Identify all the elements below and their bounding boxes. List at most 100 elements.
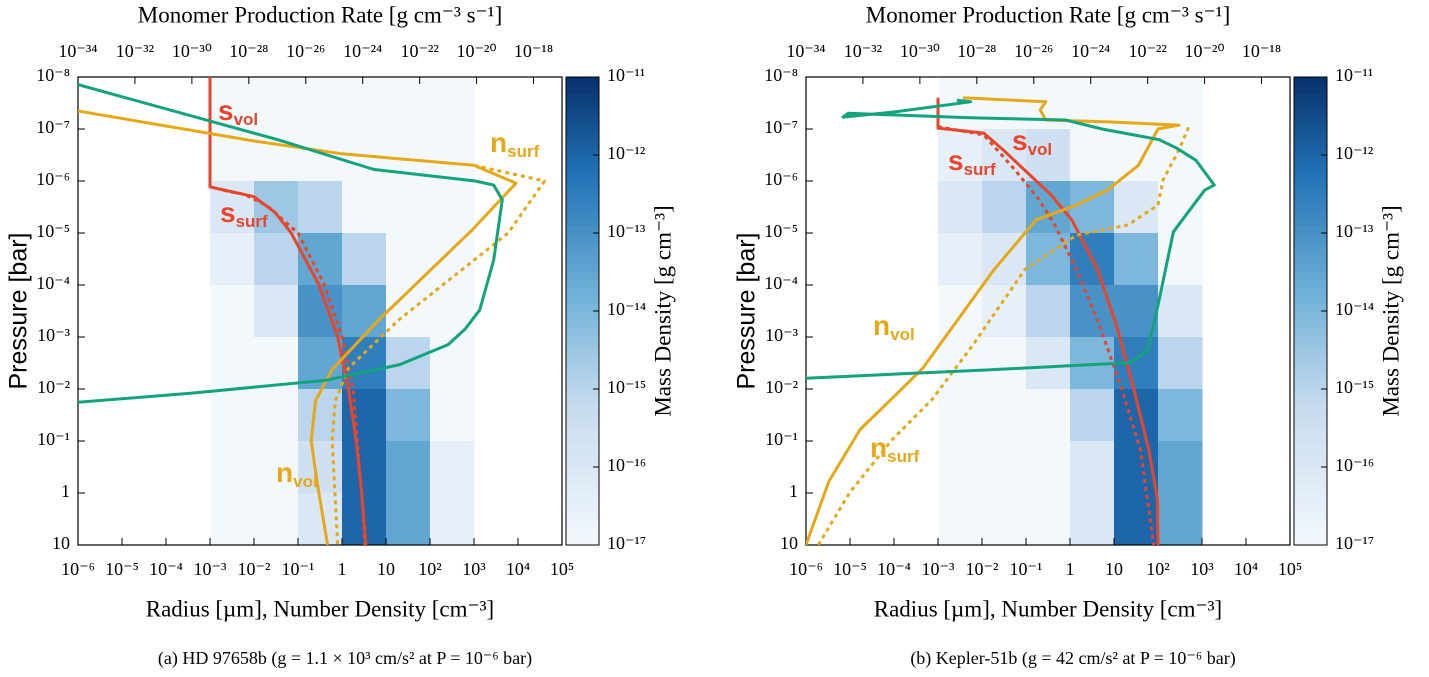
- colorbar-step: [1294, 311, 1327, 320]
- series-label-sub: vol: [890, 325, 915, 344]
- x2-tick-label: 10⁻³⁴: [58, 41, 97, 61]
- colorbar-tick-label: 10⁻¹²: [1335, 143, 1373, 163]
- colorbar-step: [566, 108, 599, 117]
- colorbar-step: [566, 459, 599, 468]
- colorbar-step: [566, 513, 599, 523]
- colorbar-step: [1294, 240, 1327, 250]
- colorbar-step: [566, 389, 599, 398]
- colorbar-step: [1294, 521, 1327, 530]
- heatmap-cell: [342, 181, 387, 234]
- colorbar-label: Mass Density [g cm⁻³]: [1378, 205, 1403, 416]
- colorbar-step: [1294, 537, 1327, 546]
- colorbar-step: [1294, 155, 1327, 164]
- colorbar-tick-label: 10⁻¹⁴: [1335, 299, 1374, 319]
- heatmap-cell: [210, 77, 255, 130]
- heatmap-cell: [1070, 493, 1115, 546]
- y-tick-label: 10⁻³: [765, 325, 799, 345]
- heatmap-cell: [210, 233, 255, 286]
- heatmap-cell: [982, 77, 1027, 130]
- series-label-sub: vol: [293, 472, 318, 491]
- colorbar-step: [1294, 420, 1327, 429]
- colorbar-step: [1294, 131, 1327, 140]
- heatmap-cell: [982, 285, 1027, 338]
- series-label-sub: surf: [887, 447, 919, 466]
- x-tick-label: 10⁻⁵: [833, 559, 867, 579]
- series-line: [806, 96, 1181, 545]
- colorbar-step: [1294, 389, 1327, 398]
- colorbar-tick-label: 10⁻¹¹: [607, 65, 645, 85]
- heatmap-cell: [386, 441, 431, 494]
- x-axis-title: Radius [µm], Number Density [cm⁻³]: [146, 596, 494, 621]
- colorbar-step: [566, 139, 599, 148]
- x-tick-label: 10²: [1146, 559, 1169, 579]
- heatmap-cell: [1158, 389, 1203, 442]
- heatmap-cell: [1070, 129, 1115, 182]
- colorbar-step: [1294, 428, 1327, 437]
- heatmap-cell: [430, 77, 475, 130]
- heatmap-cell: [1114, 77, 1159, 130]
- heatmap-cell: [1158, 181, 1203, 234]
- series-line: [78, 83, 504, 404]
- heatmap-cell: [1070, 389, 1115, 442]
- colorbar-step: [1294, 108, 1327, 117]
- colorbar-step: [1294, 451, 1327, 460]
- heatmap-cell: [430, 337, 475, 390]
- series-line: [817, 124, 1191, 545]
- heatmap-cell: [430, 441, 475, 494]
- x-tick-label: 10⁵: [550, 559, 574, 579]
- colorbar-step: [566, 162, 599, 172]
- colorbar-step: [1294, 77, 1327, 86]
- colorbar-step: [566, 435, 599, 445]
- colorbar-step: [1294, 217, 1327, 226]
- colorbar-step: [1294, 396, 1327, 406]
- x2-tick-label: 10⁻²⁶: [1014, 41, 1053, 61]
- colorbar-step: [1294, 373, 1327, 382]
- heatmap-cell: [430, 181, 475, 234]
- colorbar-step: [1294, 287, 1327, 296]
- colorbar-step: [566, 490, 599, 499]
- heatmap-cell: [342, 285, 387, 338]
- y-tick-label: 10⁻¹: [37, 429, 70, 449]
- plot-lines: [806, 96, 1216, 545]
- heatmap-cell: [386, 77, 431, 130]
- plot-frame: [77, 76, 563, 546]
- x-tick-label: 10⁻¹: [1010, 559, 1043, 579]
- caption: (a) HD 97658b (g = 1.1 × 10³ cm/s² at P …: [158, 648, 532, 669]
- colorbar-step: [566, 303, 599, 312]
- colorbar-step: [1294, 256, 1327, 265]
- colorbar-step: [566, 201, 599, 211]
- series-label: ssurf: [220, 197, 268, 231]
- x2-tick-label: 10⁻²⁴: [343, 41, 382, 61]
- series-label: ssurf: [948, 145, 996, 179]
- colorbar-step: [566, 529, 599, 538]
- colorbar-step: [566, 279, 599, 289]
- y-tick-label: 10⁻⁷: [36, 117, 70, 137]
- heatmap-cell: [298, 77, 343, 130]
- colorbar-step: [1294, 498, 1327, 507]
- colorbar-step: [566, 178, 599, 187]
- heatmap-cell: [982, 441, 1027, 494]
- heatmap-cell: [386, 389, 431, 442]
- heatmap-cell: [254, 389, 299, 442]
- colorbar-tick-label: 10⁻¹¹: [1335, 65, 1373, 85]
- heatmap-cell: [386, 181, 431, 234]
- colorbar-step: [1294, 272, 1327, 281]
- series-label-name: n: [873, 310, 890, 341]
- x2-tick-label: 10⁻²²: [400, 41, 438, 61]
- x-tick-label: 10⁻⁴: [877, 559, 911, 579]
- colorbar-step: [566, 357, 599, 367]
- colorbar-step: [1294, 100, 1327, 109]
- colorbar-step: [1294, 513, 1327, 523]
- colorbar-step: [566, 248, 599, 257]
- colorbar-tick-label: 10⁻¹⁶: [607, 455, 646, 475]
- heatmap-cell: [938, 389, 983, 442]
- heatmap-cell: [1026, 441, 1071, 494]
- x-tick-label: 10⁻²: [238, 559, 271, 579]
- x2-tick-label: 10⁻¹⁸: [514, 41, 553, 61]
- colorbar-step: [1294, 350, 1327, 359]
- colorbar-step: [1294, 459, 1327, 468]
- y-tick-label: 10⁻⁶: [764, 169, 798, 189]
- x2-tick-label: 10⁻²⁸: [229, 41, 268, 61]
- heatmap-cell: [1158, 441, 1203, 494]
